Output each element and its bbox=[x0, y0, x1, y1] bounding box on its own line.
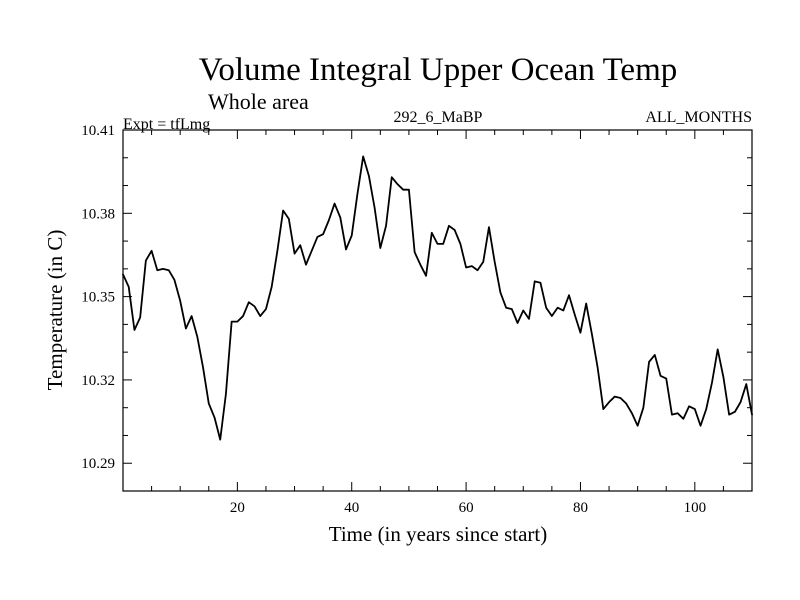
chart-subtitle: Whole area bbox=[208, 89, 309, 114]
y-tick-label: 10.38 bbox=[81, 206, 115, 222]
y-axis-label: Temperature (in C) bbox=[43, 230, 67, 391]
run-id-label: 292_6_MaBP bbox=[394, 109, 483, 126]
y-tick-label: 10.35 bbox=[81, 290, 115, 306]
series-layer bbox=[122, 155, 753, 441]
x-tick-label: 20 bbox=[230, 500, 245, 516]
experiment-label: Expt = tfLmg bbox=[123, 116, 210, 133]
series-line bbox=[122, 155, 753, 441]
y-tick-label: 10.41 bbox=[81, 123, 115, 139]
x-tick-label: 80 bbox=[573, 500, 588, 516]
y-tick-label: 10.29 bbox=[81, 456, 115, 472]
plot-frame bbox=[122, 129, 753, 492]
x-axis-ticks: 20 40 60 80 100 bbox=[151, 130, 724, 516]
x-tick-label: 100 bbox=[684, 500, 707, 516]
chart-title: Volume Integral Upper Ocean Temp bbox=[199, 52, 677, 88]
y-tick-label: 10.32 bbox=[81, 373, 115, 389]
y-axis-ticks: 10.29 10.32 10.35 10.38 10.41 bbox=[81, 123, 752, 472]
x-tick-label: 60 bbox=[459, 500, 474, 516]
months-label: ALL_MONTHS bbox=[645, 109, 752, 126]
x-axis-label: Time (in years since start) bbox=[329, 522, 548, 546]
x-tick-label: 40 bbox=[344, 500, 359, 516]
